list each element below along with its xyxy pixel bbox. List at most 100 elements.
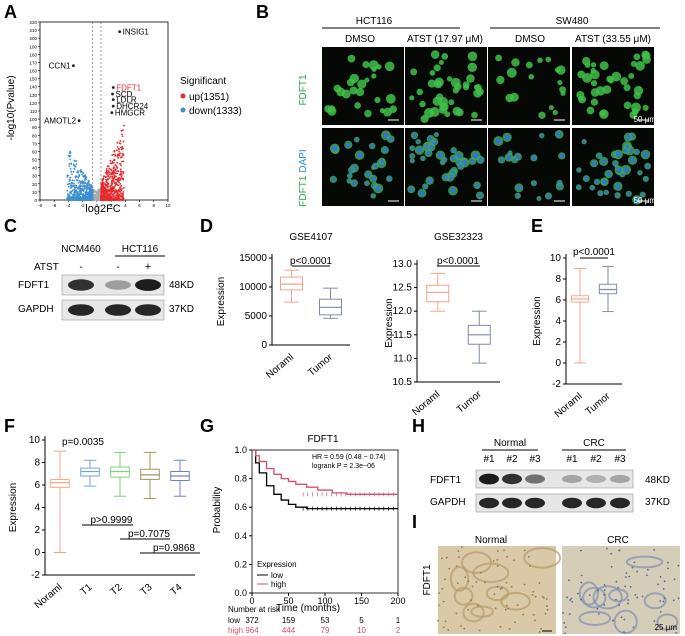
blot-strip xyxy=(475,493,634,513)
nuclei-dot xyxy=(662,600,665,603)
cell-signal xyxy=(347,54,356,63)
nucleus-signal xyxy=(597,153,601,158)
nuclei-dot xyxy=(507,607,510,610)
nuclei-dot xyxy=(624,585,627,588)
nucleus-signal xyxy=(595,180,599,184)
nuclei-dot xyxy=(663,597,666,600)
nuclei-dot xyxy=(677,597,680,600)
volcano-point-down xyxy=(89,190,92,193)
cell-signal xyxy=(433,64,441,72)
nuclei-dot xyxy=(634,593,637,596)
pvalue-text: p<0.0001 xyxy=(290,256,332,267)
cell-signal xyxy=(496,75,505,85)
cell-signal xyxy=(509,92,519,102)
tissue-gland xyxy=(643,592,667,610)
boxplot-D1: 0 5000 10000 15000 Noraml Tumor Expression GSE4… xyxy=(216,232,350,381)
volcano-point-down xyxy=(73,179,76,182)
i-title-normal: Normal xyxy=(475,535,507,546)
volcano-point-down xyxy=(80,188,83,191)
tissue-gland xyxy=(500,591,531,611)
volcano-point-down xyxy=(68,165,71,168)
volcano-point-down xyxy=(69,158,72,161)
nucleus-signal xyxy=(388,136,393,142)
nuclei-dot xyxy=(641,595,644,598)
cell-signal xyxy=(327,106,337,116)
nuclei-dot xyxy=(603,589,606,592)
cell-signal xyxy=(559,86,566,94)
volcano-ytick-label: 70 xyxy=(32,141,38,146)
volcano-point-up xyxy=(104,194,106,197)
volcano-point-up xyxy=(112,197,115,200)
nucleus-signal xyxy=(577,168,581,172)
nuclei-dot xyxy=(653,620,656,622)
nucleus-signal xyxy=(638,171,642,175)
km-xtick-label: 50 xyxy=(283,596,293,606)
nucleus-signal xyxy=(365,172,371,177)
volcano-point-up xyxy=(113,192,116,195)
volcano-point-down xyxy=(72,182,75,185)
volcano-ylabel: -log10(Pvalue) xyxy=(6,75,17,140)
cell-signal xyxy=(419,100,426,108)
cell-signal xyxy=(545,56,552,63)
volcano-point-up xyxy=(116,170,118,172)
nuclei-dot xyxy=(442,600,445,603)
nuclei-dot xyxy=(580,574,583,577)
volcano-point-up xyxy=(105,197,108,199)
c-protein-2: GAPDH xyxy=(18,304,54,315)
volcano-point-down xyxy=(68,194,71,196)
volcano-point-up xyxy=(102,194,105,197)
boxplot-ylabel: Expression xyxy=(216,277,227,326)
boxplot-category-label: T3 xyxy=(138,582,154,598)
blot-band xyxy=(68,279,94,291)
b-group-sw480: SW480 xyxy=(556,16,589,27)
volcano-point-down xyxy=(85,184,88,187)
nuclei-dot xyxy=(528,565,531,567)
volcano-point-up xyxy=(120,146,122,149)
nucleus-signal xyxy=(537,197,541,200)
nucleus-signal xyxy=(474,183,480,188)
nuclei-dot xyxy=(497,550,499,552)
volcano-labeled-point xyxy=(77,119,81,123)
volcano-point-down xyxy=(82,184,84,186)
nuclei-dot xyxy=(532,590,535,593)
cell-signal xyxy=(409,95,415,101)
cell-signal xyxy=(427,79,436,88)
cell-signal xyxy=(364,77,370,83)
volcano-point-up xyxy=(116,199,119,201)
volcano-point-down xyxy=(77,176,80,179)
volcano-point-up xyxy=(117,190,120,193)
nucleus-signal xyxy=(451,156,456,161)
volcano-point-down xyxy=(79,192,82,195)
cell-signal xyxy=(438,105,448,114)
nucleus-signal xyxy=(410,154,414,158)
boxplot-ytick-label: 0 xyxy=(555,358,561,369)
nuclei-dot xyxy=(623,631,625,633)
km-ytick-label: 0.6 xyxy=(234,502,247,512)
volcano-point-up xyxy=(106,191,109,194)
panel-letter-d: D xyxy=(200,216,213,236)
h-group-crc: CRC xyxy=(583,438,605,449)
volcano-point-up xyxy=(114,168,117,171)
nuclei-dot xyxy=(610,565,613,568)
nucleus-signal xyxy=(602,179,607,185)
volcano-point-up xyxy=(118,150,120,153)
volcano-point-up xyxy=(122,160,125,163)
boxplot-category-label: Tumor xyxy=(455,389,484,416)
volcano-point-down xyxy=(80,180,82,183)
blot-band xyxy=(135,279,161,291)
nuclei-dot xyxy=(659,610,662,613)
volcano-point-up xyxy=(108,199,110,201)
volcano-point-up xyxy=(101,191,103,193)
nucleus-signal xyxy=(644,177,648,181)
volcano-point-up xyxy=(121,135,124,138)
volcano-point-up xyxy=(103,193,106,196)
nucleus-signal xyxy=(516,185,522,191)
volcano-point-down xyxy=(78,179,81,182)
volcano-gene-label: SCD xyxy=(116,90,133,99)
volcano-point-up xyxy=(120,175,123,178)
nuclei-dot xyxy=(456,582,459,585)
volcano-point-up xyxy=(110,187,112,190)
volcano-point-up xyxy=(101,199,104,201)
nuclei-dot xyxy=(461,546,463,549)
tissue-gland xyxy=(453,586,474,606)
